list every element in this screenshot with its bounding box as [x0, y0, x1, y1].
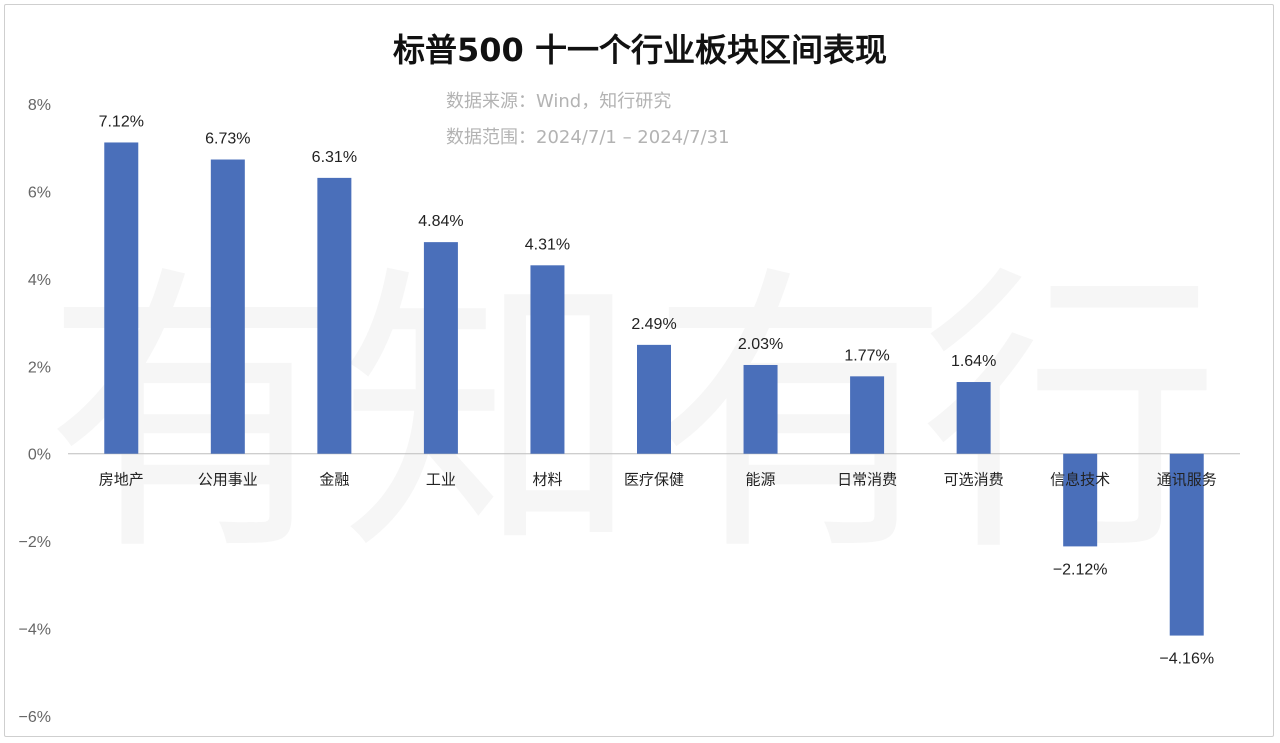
- category-label: 金融: [319, 471, 349, 489]
- data-label: 1.64%: [951, 353, 996, 370]
- bar: [1063, 453, 1098, 547]
- bar: [637, 344, 671, 454]
- y-axis: 8% 6% 4% 2% 0% −2% −4% −6%: [19, 97, 51, 726]
- chart-frame: [4, 4, 1274, 737]
- chart-title: 标普500 十一个行业板块区间表现: [393, 31, 887, 69]
- category-label: 信息技术: [1050, 471, 1110, 489]
- chart-subtitle-source: 数据来源：Wind，知行研究: [446, 91, 671, 112]
- data-label: 4.31%: [525, 236, 570, 253]
- category-label: 可选消费: [944, 471, 1004, 489]
- y-tick-label: −2%: [19, 534, 51, 551]
- bar: [1169, 453, 1204, 636]
- data-label: 6.73%: [205, 131, 250, 148]
- bar: [210, 159, 245, 454]
- category-label: 日常消费: [837, 471, 897, 489]
- watermark-char: 有: [650, 242, 950, 591]
- data-label: 2.49%: [631, 316, 676, 333]
- watermark-char: 有: [45, 242, 345, 591]
- category-label: 材料: [532, 471, 562, 489]
- data-label: −2.12%: [1053, 561, 1108, 578]
- y-tick-label: −4%: [19, 622, 51, 639]
- bar: [956, 382, 991, 454]
- watermark-char: 知: [340, 242, 640, 591]
- data-label: 6.31%: [312, 149, 357, 166]
- category-label: 房地产: [99, 471, 144, 489]
- bar: [850, 376, 885, 454]
- category-label: 能源: [746, 471, 776, 489]
- data-label: 4.84%: [418, 213, 463, 230]
- y-tick-label: 6%: [28, 184, 51, 201]
- data-label: 1.77%: [844, 347, 889, 364]
- y-tick-label: 2%: [28, 359, 51, 376]
- category-label: 医疗保健: [624, 471, 684, 489]
- y-tick-label: 0%: [28, 447, 51, 464]
- bar: [743, 364, 778, 454]
- y-tick-label: −6%: [19, 709, 51, 726]
- category-label: 公用事业: [198, 471, 258, 489]
- bar: [530, 265, 565, 454]
- data-label: −4.16%: [1159, 651, 1214, 668]
- chart-subtitle-range: 数据范围：2024/7/1 – 2024/7/31: [446, 127, 730, 148]
- y-tick-label: 8%: [28, 97, 51, 114]
- bars: 7.12% 房地产 6.73% 公用事业 6.31% 金融 4.84% 工业 4.31% 材料 2.…: [99, 113, 1217, 667]
- bar: [104, 142, 139, 454]
- category-label: 通讯服务: [1157, 471, 1217, 489]
- bar: [423, 242, 458, 454]
- data-label: 2.03%: [738, 336, 783, 353]
- data-label: 7.12%: [99, 113, 144, 130]
- category-label: 工业: [426, 471, 456, 489]
- bar: [317, 177, 352, 454]
- y-tick-label: 4%: [28, 272, 51, 289]
